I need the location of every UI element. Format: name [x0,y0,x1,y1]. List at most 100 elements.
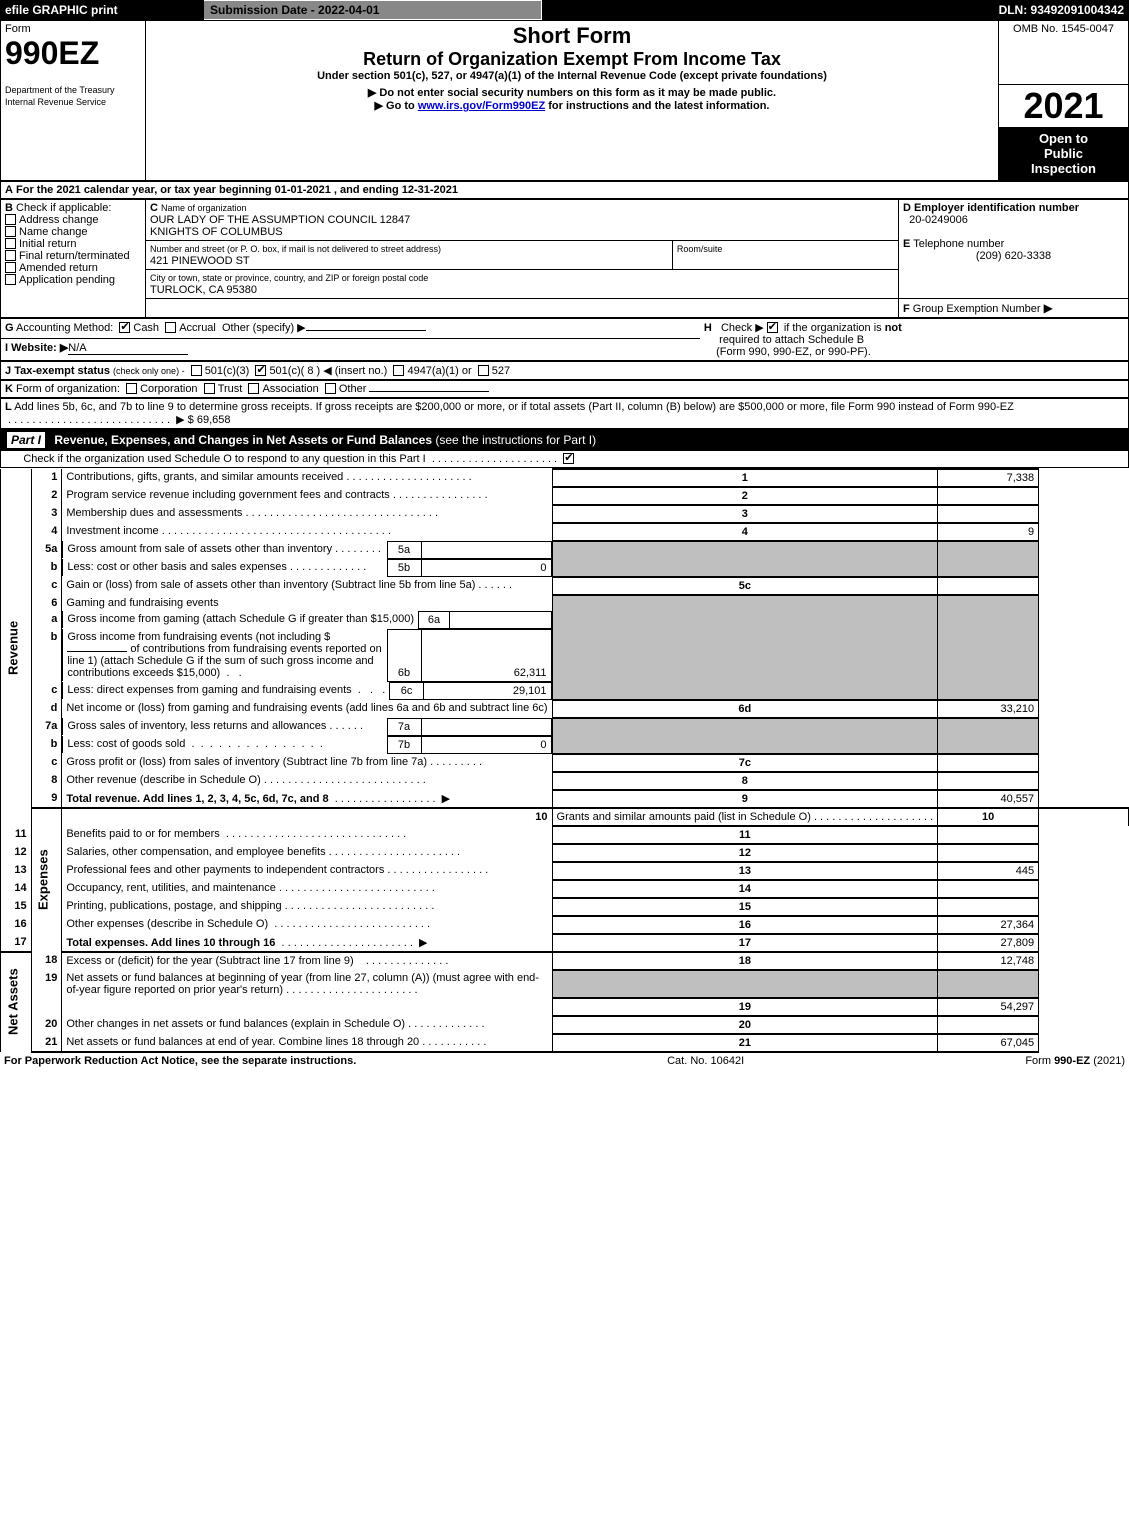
line-19-text: Net assets or fund balances at beginning… [66,972,539,996]
line-6c-amt: 29,101 [423,682,551,699]
line-4-text: Investment income [66,525,158,537]
checkbox-accrual[interactable] [165,322,176,333]
inspection-box: Open to Public Inspection [999,127,1128,180]
top-bar: efile GRAPHIC print Submission Date - 20… [0,0,1129,20]
checkbox-amended[interactable] [5,262,16,273]
line-17-amt: 27,809 [938,934,1039,952]
line-6b-text-2: of contributions from fundraising events… [67,643,381,679]
gross-receipts-amount: $ 69,658 [188,414,231,426]
line-5b-text: Less: cost or other basis and sales expe… [67,561,287,573]
checkbox-527[interactable] [478,365,489,376]
line-18-amt: 12,748 [938,952,1039,970]
return-title: Return of Organization Exempt From Incom… [150,49,994,70]
checkbox-corp[interactable] [126,383,137,394]
checkbox-other-org[interactable] [325,383,336,394]
dept-treasury: Department of the Treasury [5,85,115,95]
revenue-side-label: Revenue [1,469,32,826]
line-1-amt: 7,338 [938,469,1039,487]
footer-right: Form 990-EZ (2021) [847,1053,1129,1069]
checkbox-final-return[interactable] [5,250,16,261]
goto-pre: ▶ Go to [375,100,418,112]
f-label: Group Exemption Number [913,303,1041,315]
section-k: K Form of organization: Corporation Trus… [1,380,1129,397]
line-7a-text: Gross sales of inventory, less returns a… [67,720,326,732]
ssn-warning: ▶ Do not enter social security numbers o… [150,86,994,99]
line-6-text: Gaming and fundraising events [62,595,552,611]
website-value: N/A [68,342,188,355]
checkbox-name-change[interactable] [5,226,16,237]
checkbox-trust[interactable] [204,383,215,394]
omb-number: OMB No. 1545-0047 [1003,23,1124,35]
line-1-text: Contributions, gifts, grants, and simila… [66,471,343,483]
checkbox-application-pending[interactable] [5,274,16,285]
line-21-amt: 67,045 [938,1034,1039,1052]
line-17-text: Total expenses. Add lines 10 through 16 [66,937,275,949]
checkbox-4947[interactable] [393,365,404,376]
section-l: L Add lines 5b, 6c, and 7b to line 9 to … [1,398,1129,428]
line-3-text: Membership dues and assessments [66,507,242,519]
section-j: J Tax-exempt status (check only one) - 5… [1,361,1129,379]
irs-link[interactable]: www.irs.gov/Form990EZ [418,100,545,112]
line-4-amt: 9 [938,523,1039,541]
line-5b-amt: 0 [421,559,551,576]
line-20-text: Other changes in net assets or fund bala… [66,1018,405,1030]
checkbox-initial-return[interactable] [5,238,16,249]
section-h: H Check ▶ if the organization is not req… [700,318,1129,360]
under-section: Under section 501(c), 527, or 4947(a)(1)… [150,70,994,82]
line-9-amt: 40,557 [938,790,1039,808]
checkbox-schedule-o-part1[interactable] [563,453,574,464]
form-number: 990EZ [5,35,99,71]
org-name-2: KNIGHTS OF COLUMBUS [150,226,283,238]
line-6d-amt: 33,210 [938,700,1039,718]
dept-irs: Internal Revenue Service [5,97,106,107]
city-label: City or town, state or province, country… [150,273,428,283]
netassets-side-label: Net Assets [1,952,32,1052]
line-12-text: Salaries, other compensation, and employ… [66,846,325,858]
checkbox-501c[interactable] [255,365,266,376]
checkbox-address-change[interactable] [5,214,16,225]
b-label: Check if applicable: [16,202,111,214]
short-form-title: Short Form [150,23,994,49]
line-7b-amt: 0 [421,736,551,753]
line-6c-text: Less: direct expenses from gaming and fu… [67,684,351,696]
room-label: Room/suite [677,244,723,254]
expenses-side-label: Expenses [31,808,62,952]
c-name-label: Name of organization [161,203,247,213]
street-address: 421 PINEWOOD ST [150,255,250,267]
checkbox-cash[interactable] [119,322,130,333]
section-a: A For the 2021 calendar year, or tax yea… [1,181,1129,198]
line-18-text: Excess or (deficit) for the year (Subtra… [66,955,353,967]
dln-label: DLN: 93492091004342 [903,1,1129,20]
part-1-header: Part I Revenue, Expenses, and Changes in… [1,429,1129,450]
line-7b-text: Less: cost of goods sold [67,738,185,750]
part-1-check-o: Check if the organization used Schedule … [1,450,1129,467]
checkbox-501c3[interactable] [191,365,202,376]
line-19-amt: 54,297 [938,998,1039,1016]
line-16-text: Other expenses (describe in Schedule O) [66,918,268,930]
line-15-text: Printing, publications, postage, and shi… [66,900,281,912]
d-label: Employer identification number [914,202,1079,214]
entity-block: B Check if applicable: Address change Na… [0,199,1129,318]
footer-catno: Cat. No. 10642I [565,1053,847,1069]
line-5c-text: Gain or (loss) from sale of assets other… [66,579,475,591]
footer-left: For Paperwork Reduction Act Notice, see … [0,1053,565,1069]
section-i: I Website: ▶N/A [1,338,700,360]
line-7c-text: Gross profit or (loss) from sales of inv… [66,756,427,768]
checkbox-assoc[interactable] [248,383,259,394]
e-label: Telephone number [913,238,1004,250]
line-21-text: Net assets or fund balances at end of ye… [66,1036,419,1048]
submission-date-button[interactable]: Submission Date - 2022-04-01 [204,1,542,20]
line-8-text: Other revenue (describe in Schedule O) [66,774,260,786]
line-16-amt: 27,364 [938,916,1039,934]
line-6a-text: Gross income from gaming (attach Schedul… [67,613,414,625]
phone-value: (209) 620-3338 [903,250,1124,262]
line-2-text: Program service revenue including govern… [66,489,389,501]
line-14-text: Occupancy, rent, utilities, and maintena… [66,882,276,894]
goto-post: for instructions and the latest informat… [545,100,769,112]
org-name-1: OUR LADY OF THE ASSUMPTION COUNCIL 12847 [150,214,410,226]
line-6d-text: Net income or (loss) from gaming and fun… [66,702,547,714]
line-6b-amt: 62,311 [421,629,551,681]
form-header: Form 990EZ Department of the Treasury In… [0,20,1129,181]
line-11-text: Benefits paid to or for members [66,828,219,840]
checkbox-schedule-b-not-required[interactable] [767,322,778,333]
